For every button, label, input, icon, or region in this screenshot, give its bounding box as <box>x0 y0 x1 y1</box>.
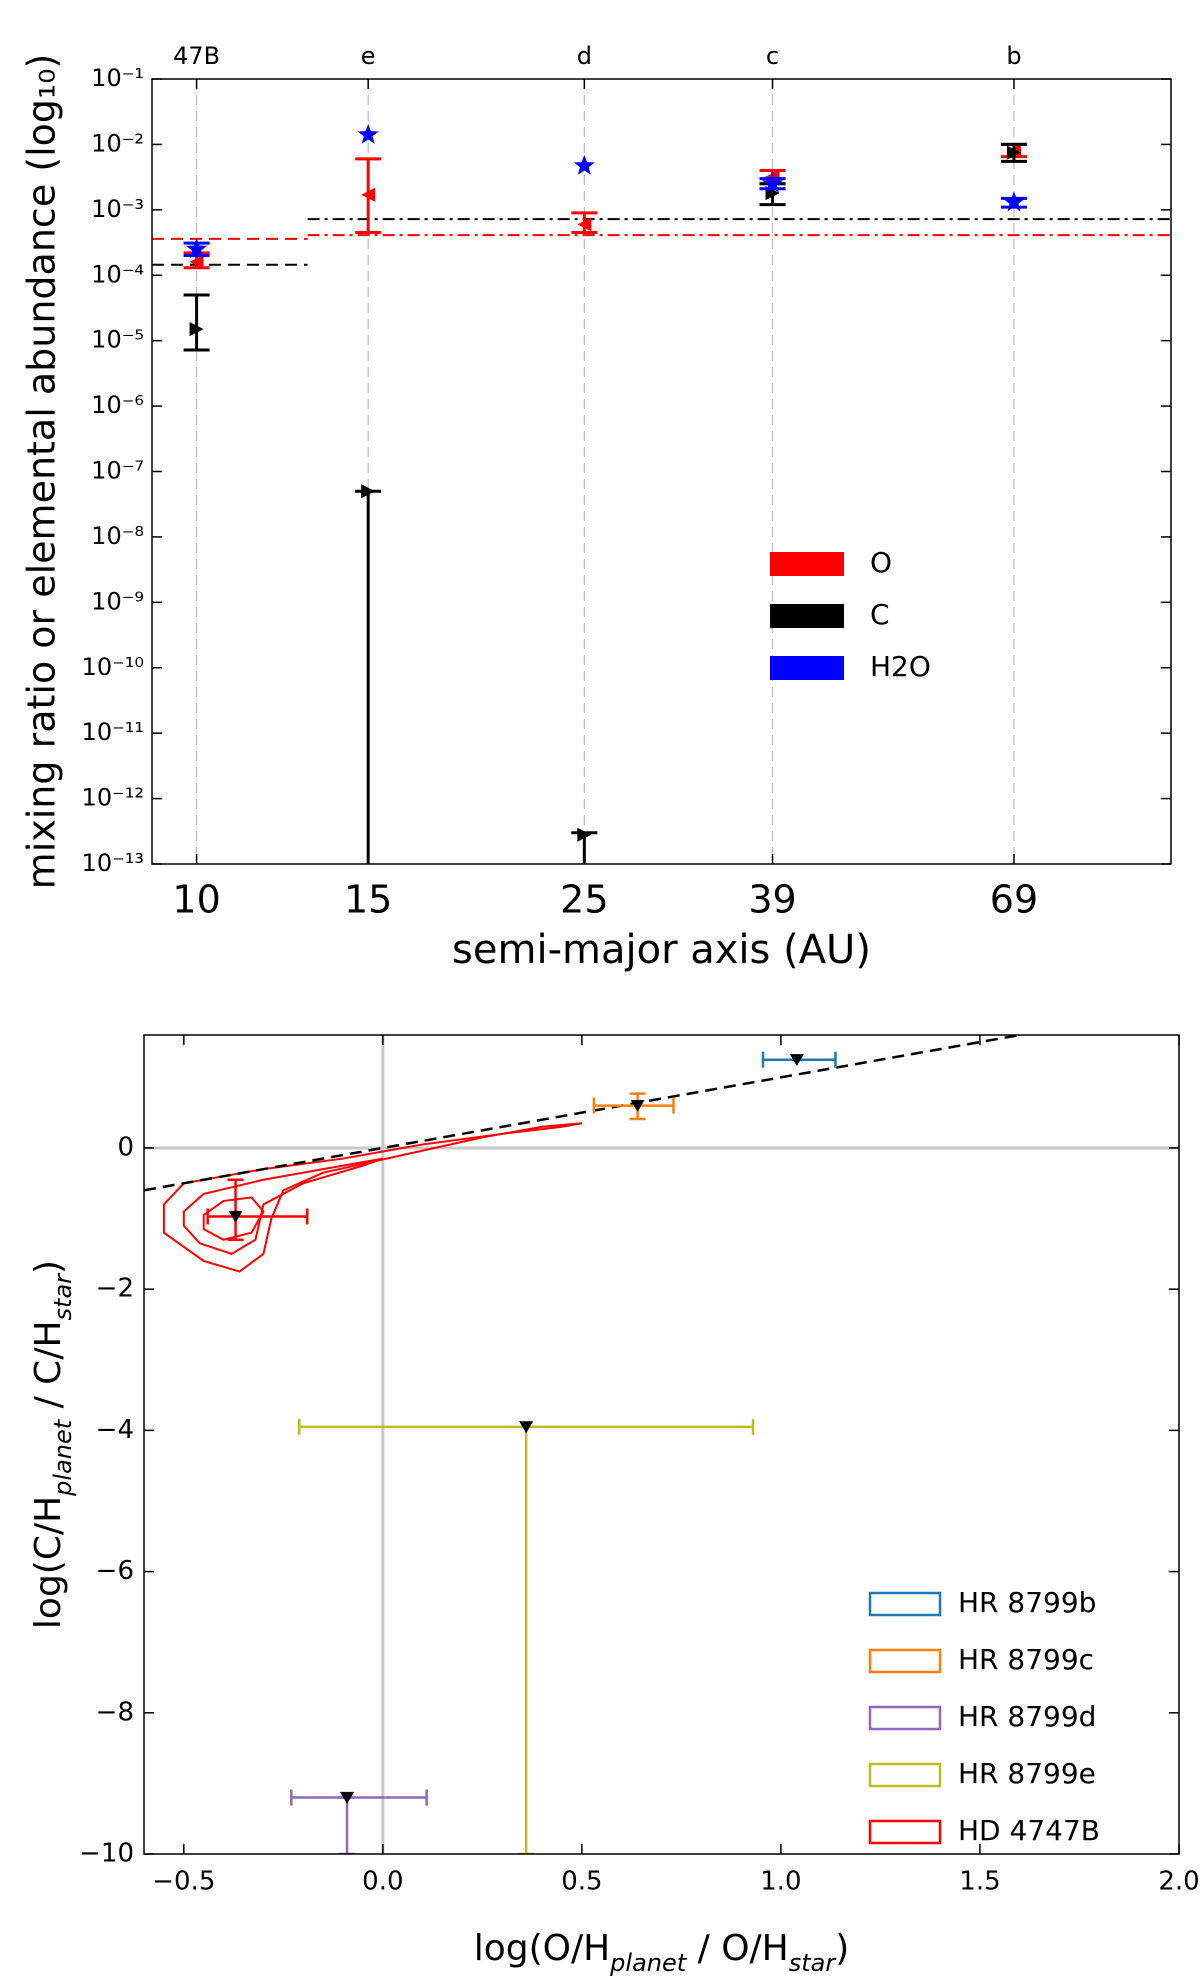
legend-swatch <box>868 1705 942 1731</box>
marker <box>519 1421 534 1434</box>
plot-frame <box>151 78 1172 865</box>
top-label: d <box>577 42 592 70</box>
y-tick-label: 10⁻³ <box>91 195 144 223</box>
x-axis-label-part: / O/H <box>686 1928 789 1969</box>
x-tick-label: 69 <box>990 878 1038 922</box>
marker <box>573 154 595 175</box>
marker <box>1003 191 1025 212</box>
y-tick-label: −8 <box>96 1697 134 1727</box>
legend-label: C <box>870 598 890 631</box>
x-tick-label: 0.0 <box>362 1867 403 1897</box>
legend-label: HR 8799d <box>958 1700 1096 1733</box>
x-tick-label: 10 <box>172 878 220 922</box>
x-tick-label: 1.5 <box>959 1867 1000 1897</box>
y-axis-label-part: log(C/H <box>28 1496 69 1629</box>
legend-label: O <box>870 546 892 579</box>
y-tick-label: −10 <box>79 1839 134 1869</box>
y-axis-label: mixing ratio or elemental abundance (log… <box>20 54 64 890</box>
x-tick-label: 0.5 <box>561 1867 602 1897</box>
top-label: 47B <box>173 42 220 70</box>
legend-label: HR 8799c <box>958 1643 1094 1676</box>
legend-label: HD 4747B <box>958 1814 1100 1847</box>
top-label: e <box>361 42 376 70</box>
y-axis-label-part: ) <box>28 1260 69 1274</box>
x-axis-label: log(O/Hplanet / O/Hstar) <box>474 1928 850 1977</box>
legend-swatch <box>770 604 844 628</box>
contour <box>202 1196 265 1241</box>
y-tick-label: 10⁻⁹ <box>91 587 144 615</box>
y-axis-label-part: planet <box>49 1418 77 1497</box>
y-tick-label: 10⁻¹ <box>91 64 144 92</box>
top-label: b <box>1006 42 1021 70</box>
x-axis-label-part: ) <box>835 1928 849 1969</box>
y-tick-label: 10⁻¹¹ <box>82 718 144 746</box>
legend-swatch <box>770 656 844 680</box>
marker <box>189 322 204 337</box>
y-tick-label: 10⁻⁶ <box>91 391 144 419</box>
legend-label: H2O <box>870 650 931 683</box>
y-tick-label: 10⁻¹⁰ <box>82 653 144 681</box>
marker <box>228 1210 243 1223</box>
legend-swatch <box>868 1762 942 1788</box>
y-tick-label: 10⁻⁸ <box>91 522 144 550</box>
reference-line <box>144 1035 1020 1192</box>
y-axis-label-part: star <box>49 1272 77 1321</box>
y-tick-label: −2 <box>96 1274 134 1304</box>
marker <box>357 123 379 144</box>
marker <box>1006 145 1021 160</box>
y-axis-label-part: / C/H <box>28 1320 69 1419</box>
marker <box>789 1054 804 1067</box>
x-tick-label: 2.0 <box>1158 1867 1199 1897</box>
y-tick-label: 0 <box>117 1132 134 1162</box>
marker <box>361 187 376 202</box>
y-tick-label: 10⁻⁴ <box>91 260 144 288</box>
marker <box>340 1791 355 1804</box>
plot-data <box>152 79 1171 864</box>
plot-frame <box>143 1034 1180 1855</box>
y-tick-label: 10⁻¹² <box>82 784 144 812</box>
y-tick-label: −4 <box>96 1415 134 1445</box>
y-tick-label: 10⁻² <box>91 129 144 157</box>
marker <box>577 827 592 842</box>
marker <box>630 1100 645 1112</box>
x-tick-label: 1.0 <box>760 1867 801 1897</box>
legend-swatch <box>770 552 844 576</box>
top-label: c <box>766 42 779 70</box>
contour <box>162 1122 583 1273</box>
x-tick-label: 39 <box>748 878 796 922</box>
y-tick-label: 10⁻⁵ <box>91 326 144 354</box>
legend-label: HR 8799b <box>958 1586 1096 1619</box>
legend-swatch <box>868 1591 942 1617</box>
x-axis-label-part: star <box>789 1949 838 1977</box>
y-tick-label: 10⁻¹³ <box>82 849 144 877</box>
y-axis-label: log(C/Hplanet / C/Hstar) <box>28 1260 77 1629</box>
contour <box>182 1157 384 1255</box>
marker <box>577 217 592 232</box>
legend-swatch <box>868 1819 942 1845</box>
x-tick-label: 15 <box>344 878 392 922</box>
y-tick-label: 10⁻⁷ <box>91 457 144 485</box>
legend-swatch <box>868 1648 942 1674</box>
marker <box>186 238 208 259</box>
x-axis-label-part: log(O/H <box>474 1928 610 1969</box>
marker <box>762 172 783 193</box>
y-tick-label: −6 <box>96 1556 134 1586</box>
x-axis-label: semi-major axis (AU) <box>452 927 871 973</box>
x-tick-label: −0.5 <box>152 1867 215 1897</box>
plot-data <box>144 1035 1179 1854</box>
marker <box>361 484 376 499</box>
marker <box>189 254 204 269</box>
x-axis-label-part: planet <box>609 1949 688 1977</box>
x-tick-label: 25 <box>560 878 608 922</box>
legend-label: HR 8799e <box>958 1757 1096 1790</box>
